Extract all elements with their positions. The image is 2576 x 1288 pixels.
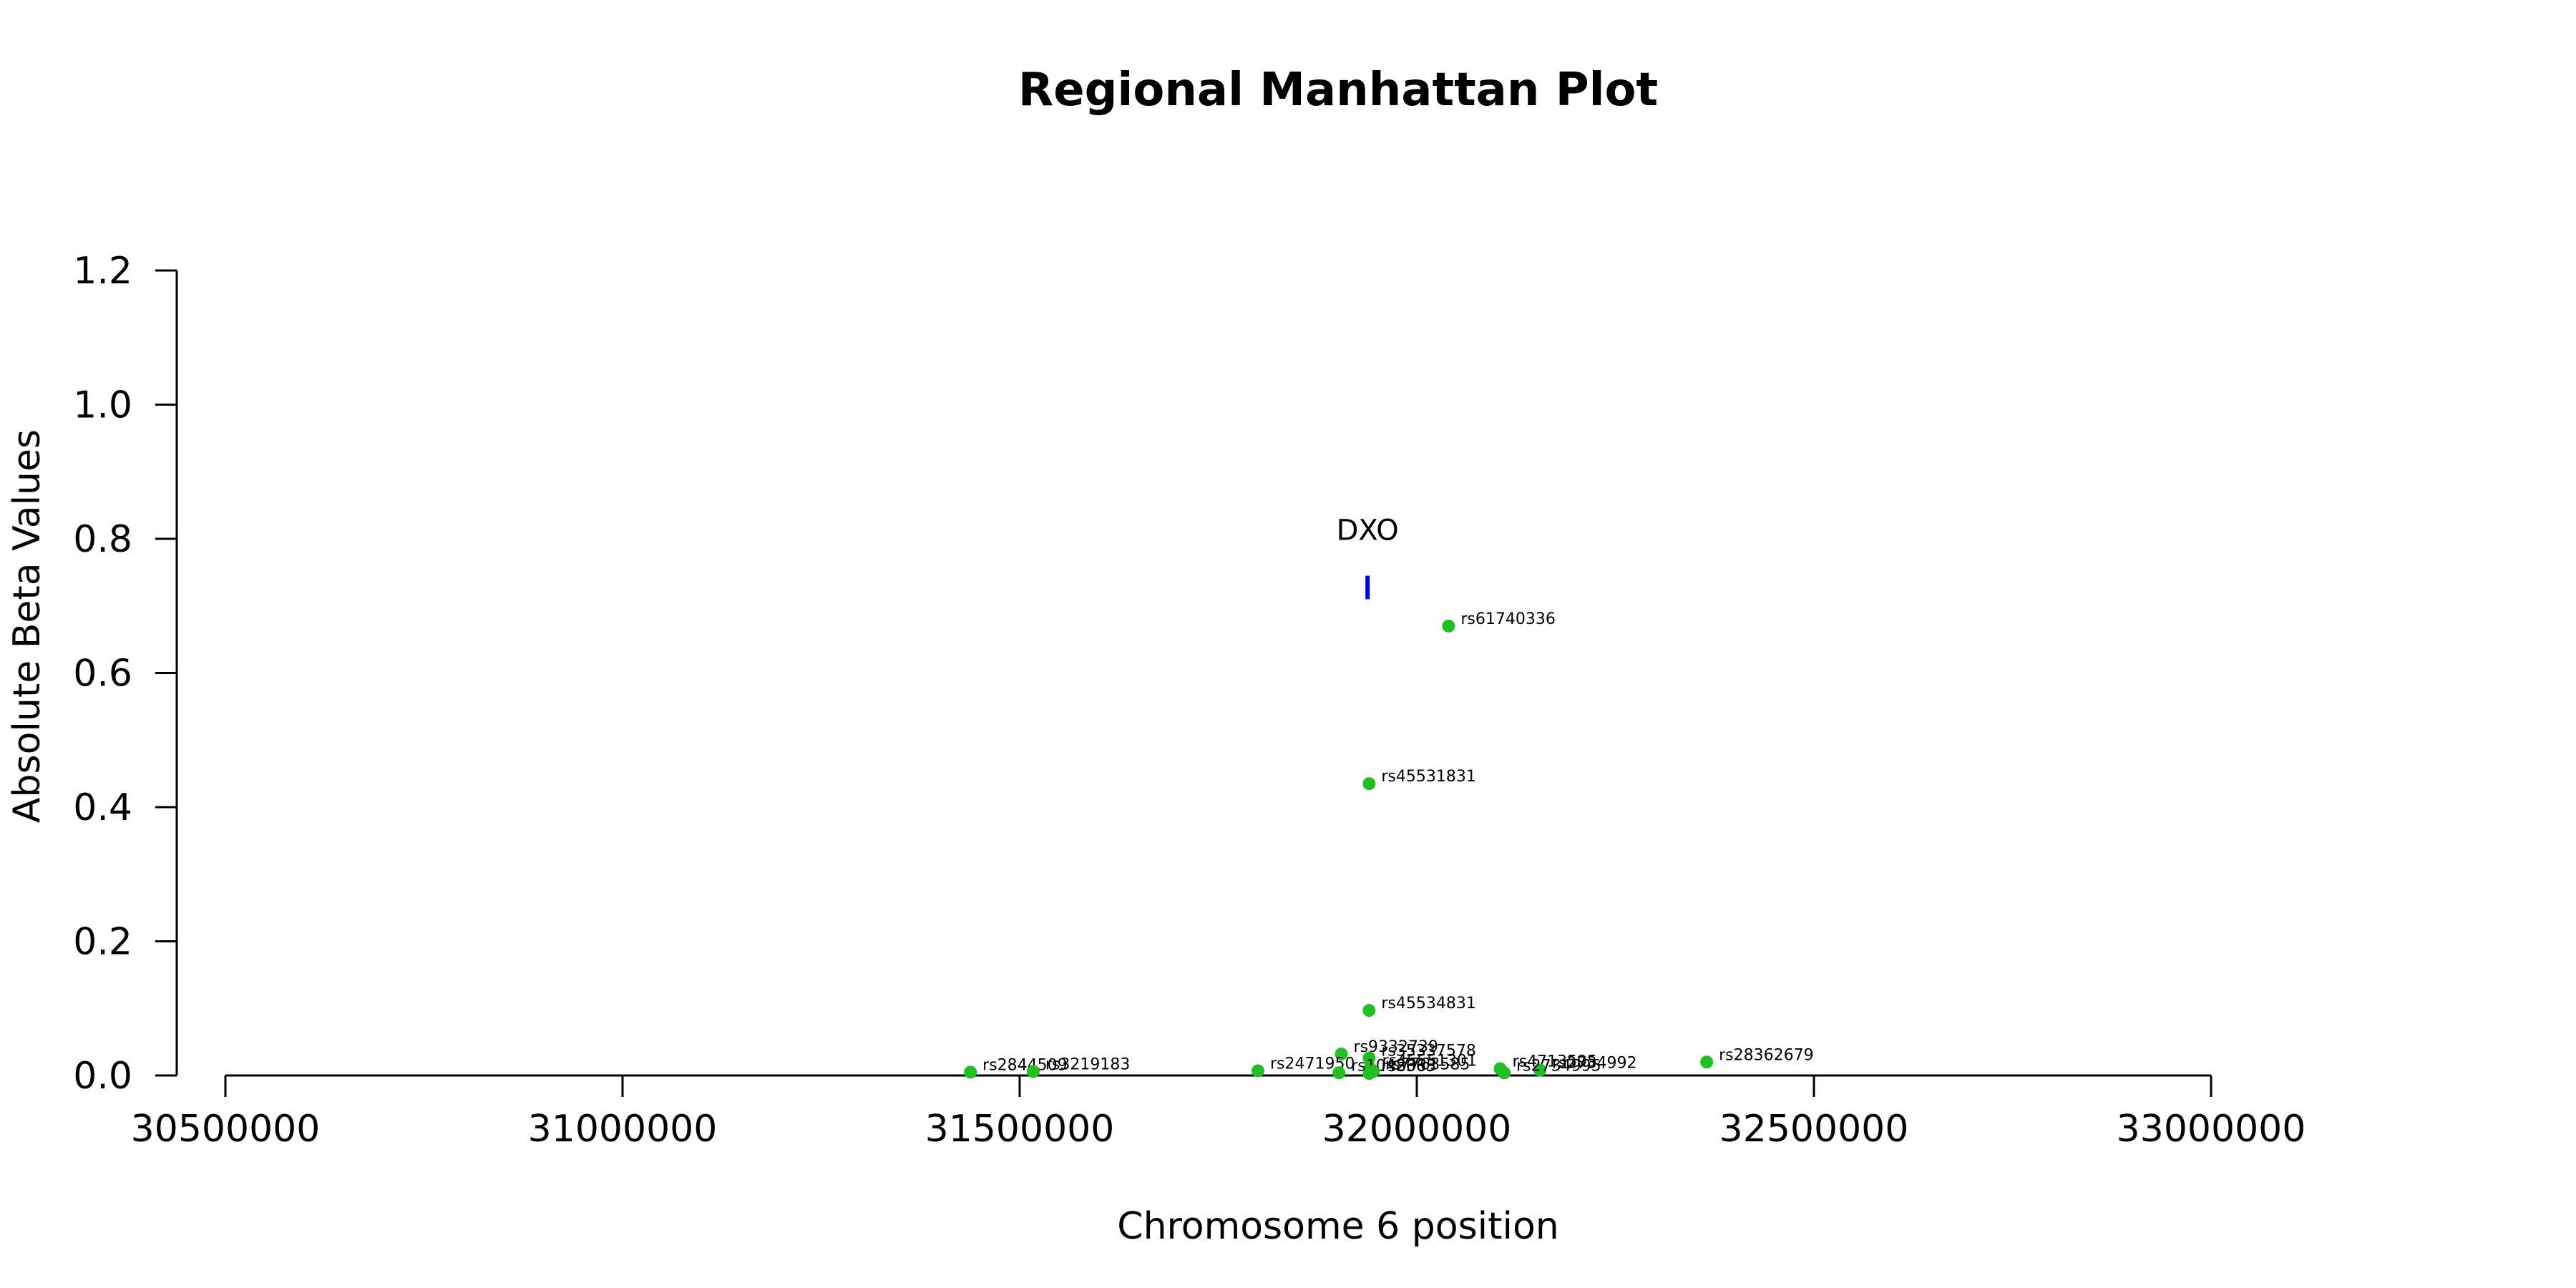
y-tick-label: 1.0 [73,384,132,427]
snp-label: rs2734995 [1516,1057,1601,1075]
gene-label: DXO [1337,514,1399,547]
snp-label: rs2844509 [982,1056,1068,1074]
snp-point [964,1065,977,1079]
snp-point [1700,1055,1714,1069]
y-axis-label: Absolute Beta Values [6,429,49,823]
snp-label: rs61740336 [1460,610,1555,628]
snp-label: rs28362679 [1719,1046,1813,1064]
x-tick-label: 30500000 [131,1108,321,1151]
x-tick-label: 32000000 [1322,1108,1512,1151]
y-tick-label: 0.8 [73,518,132,561]
snp-point [1362,1051,1376,1065]
y-tick-label: 1.2 [73,250,132,293]
snp-point [1533,1063,1547,1077]
x-tick-label: 32500000 [1719,1108,1909,1151]
snp-label: rs35337578 [1381,1043,1475,1060]
y-tick-label: 0.4 [73,786,132,829]
snp-point [1332,1066,1346,1080]
snp-label: rs7763585 [1385,1055,1470,1073]
snp-label: rs3219183 [1045,1055,1131,1073]
snp-label: rs45551301 [1382,1053,1477,1070]
y-tick-label: 0.0 [73,1055,132,1098]
snp-point [1362,1004,1376,1018]
x-axis-label: Chromosome 6 position [1117,1205,1558,1248]
snp-point [1498,1066,1511,1080]
snp-label: rs4713595 [1513,1053,1598,1071]
snp-label: rs45531831 [1381,768,1475,786]
chart-title: Regional Manhattan Plot [1018,64,1658,117]
snp-label: rs2734992 [1552,1055,1637,1073]
snp-label: rs45534831 [1381,995,1475,1013]
axes: 30500000 31000000 31500000 32000000 32500000… [73,250,2306,1151]
x-tick-label: 31000000 [528,1108,718,1151]
snp-point [1362,777,1376,791]
x-tick-label: 31500000 [925,1108,1115,1151]
snp-point [1026,1065,1040,1078]
snp-point [1252,1064,1264,1078]
snp-point [1442,619,1455,633]
x-tick-label: 33000000 [2117,1108,2306,1151]
y-tick-label: 0.6 [73,653,132,696]
y-tick-label: 0.2 [73,921,132,964]
snp-point [1362,1067,1376,1080]
snp-label: rs8365 [1381,1058,1436,1075]
gene-markers: DXO [1337,514,1399,600]
data-points: rs61740336rs45531831rs45534831rs9332739r… [964,610,1814,1080]
snp-point [1335,1048,1348,1060]
